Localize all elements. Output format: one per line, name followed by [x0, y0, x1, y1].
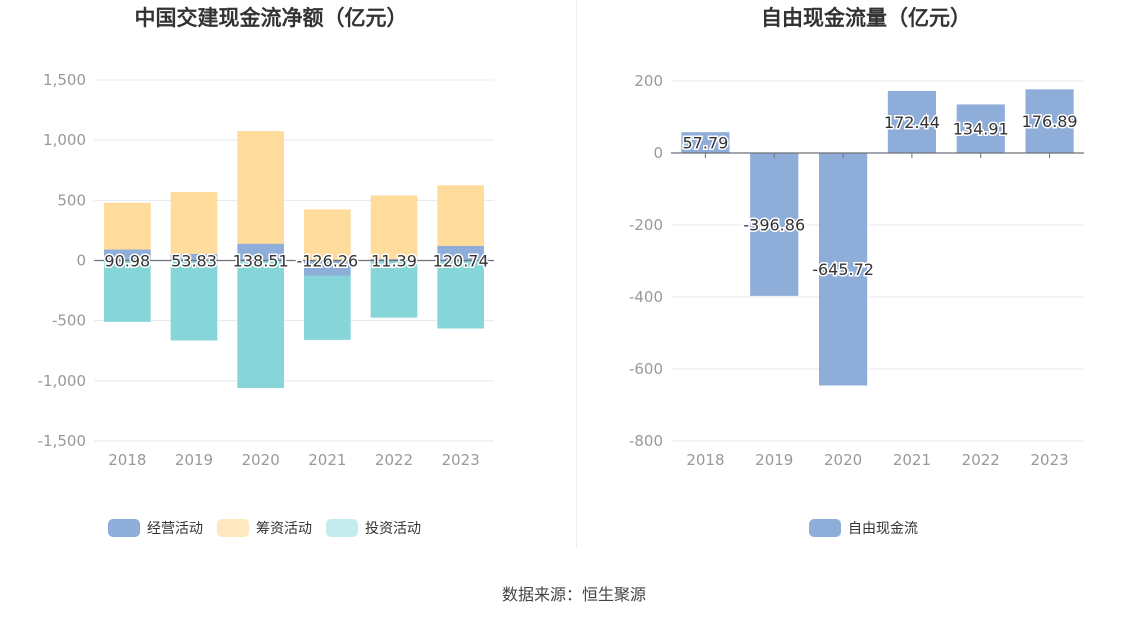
data-label: 120.74: [433, 252, 489, 271]
legend-item-financing[interactable]: 筹资活动: [217, 518, 312, 538]
legend-swatch-investing: [326, 519, 358, 537]
x-tick-label: 2018: [108, 451, 146, 469]
bar-2-2023: [437, 260, 484, 329]
data-label: 53.83: [171, 252, 217, 271]
right-chart-title: 自由现金流量（亿元）: [761, 6, 971, 30]
legend-swatch-financing: [217, 519, 249, 537]
bar-0-2023: [1025, 89, 1074, 153]
x-tick-label: 2023: [442, 451, 480, 469]
x-tick-label: 2021: [308, 451, 346, 469]
cash-flow-net-chart: 1,500 1,000 500 0 -500 -1,000 -1,500 2018 2019 20…: [38, 71, 494, 469]
x-tick-label: 2019: [755, 451, 793, 469]
data-label: 90.98: [104, 252, 150, 271]
legend-label-financing: 筹资活动: [256, 521, 312, 537]
x-tick-label: 2022: [375, 451, 413, 469]
bar-1-2020: [237, 131, 284, 261]
bar-2-2018: [104, 260, 151, 322]
data-label: 57.79: [683, 134, 729, 153]
legend-item-investing[interactable]: 投资活动: [326, 518, 421, 538]
x-tick-label: 2021: [893, 451, 931, 469]
data-label: -396.86: [743, 215, 805, 234]
y-tick-label: -600: [629, 360, 663, 378]
data-label: 176.89: [1022, 112, 1078, 131]
bar-2-2019: [170, 260, 218, 341]
legend-label-investing: 投资活动: [365, 521, 421, 537]
y-tick-label: -800: [629, 432, 663, 450]
bar-operating-2023: [437, 245, 484, 261]
bar-2-2020: [237, 260, 284, 389]
bar-0-2018: [681, 132, 730, 153]
free-cash-flow-chart: 200 0 -200 -400 -600 -800 2018 2019 2020 2021 2022…: [629, 72, 1084, 469]
y-tick-label: 1,000: [43, 131, 86, 149]
y-tick-label: 500: [57, 191, 86, 209]
bar-2-2022: [370, 260, 418, 318]
y-tick-label: -1,000: [38, 372, 86, 390]
legend-label-operating: 经营活动: [147, 521, 203, 537]
data-label: 138.51: [233, 252, 289, 271]
data-label: 11.39: [371, 252, 417, 271]
bar-operating-2020: [237, 243, 284, 261]
data-label: -126.26: [296, 252, 358, 271]
right-legend: 自由现金流: [809, 518, 932, 538]
data-source-note: 数据来源：恒生聚源: [501, 585, 646, 604]
x-tick-label: 2020: [242, 451, 280, 469]
bar-0-2021: [887, 90, 937, 153]
x-tick-label: 2020: [824, 451, 862, 469]
y-tick-label: 200: [634, 72, 663, 90]
x-tick-label: 2019: [175, 451, 213, 469]
bar-1-2021: [304, 209, 351, 261]
chart-divider: [576, 0, 577, 548]
bar-0-2020: [818, 153, 868, 386]
x-tick-label: 2023: [1030, 451, 1068, 469]
y-tick-label: -200: [629, 216, 663, 234]
bar-operating-2019: [170, 254, 218, 261]
y-tick-label: -1,500: [38, 432, 86, 450]
left-legend: 经营活动 筹资活动 投资活动: [108, 518, 435, 538]
y-tick-label: 1,500: [43, 71, 86, 89]
data-label: 172.44: [884, 113, 940, 132]
legend-item-operating[interactable]: 经营活动: [108, 518, 203, 538]
y-tick-label: 0: [653, 144, 663, 162]
bar-1-2022: [370, 195, 418, 261]
bar-0-2019: [750, 153, 799, 296]
bar-operating-2022: [370, 259, 418, 261]
x-tick-label: 2022: [962, 451, 1000, 469]
y-tick-label: -400: [629, 288, 663, 306]
y-tick-label: 0: [76, 252, 86, 270]
bar-operating-2018: [104, 249, 151, 261]
legend-swatch-operating: [108, 519, 140, 537]
left-chart-title: 中国交建现金流净额（亿元）: [134, 6, 408, 30]
data-label: -645.72: [812, 260, 874, 279]
data-label: 134.91: [953, 120, 1009, 139]
legend-item-free-cash-flow[interactable]: 自由现金流: [809, 518, 918, 538]
legend-label-free-cash-flow: 自由现金流: [848, 521, 918, 537]
x-tick-label: 2018: [686, 451, 724, 469]
y-tick-label: -500: [52, 312, 86, 330]
bar-operating-2021: [304, 260, 351, 276]
legend-swatch-free-cash-flow: [809, 519, 841, 537]
bar-0-2022: [956, 104, 1005, 153]
bar-1-2019: [170, 191, 218, 261]
